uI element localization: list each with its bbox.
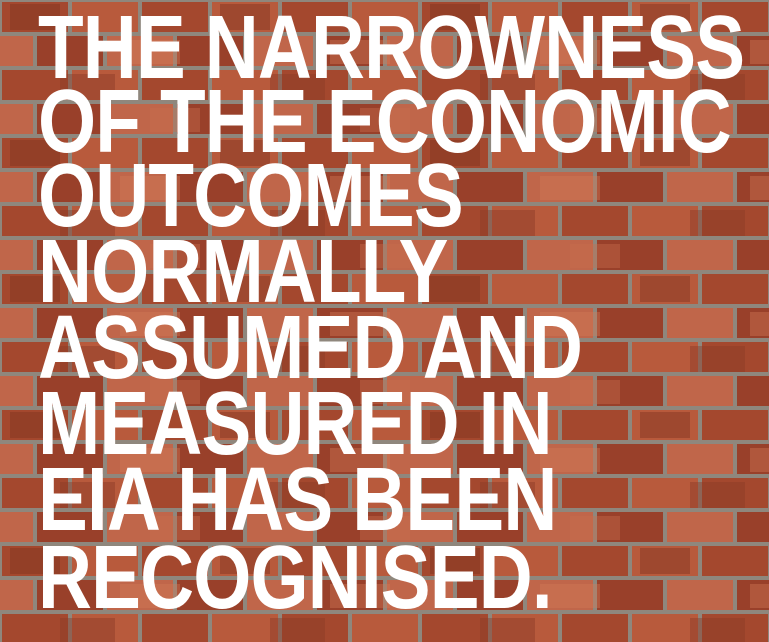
- quote-line: RECOGNISED.: [38, 526, 552, 627]
- page: THE NARROWNESS OF THE ECONOMIC OUTCOMES …: [0, 0, 769, 642]
- quote-card: THE NARROWNESS OF THE ECONOMIC OUTCOMES …: [0, 0, 769, 642]
